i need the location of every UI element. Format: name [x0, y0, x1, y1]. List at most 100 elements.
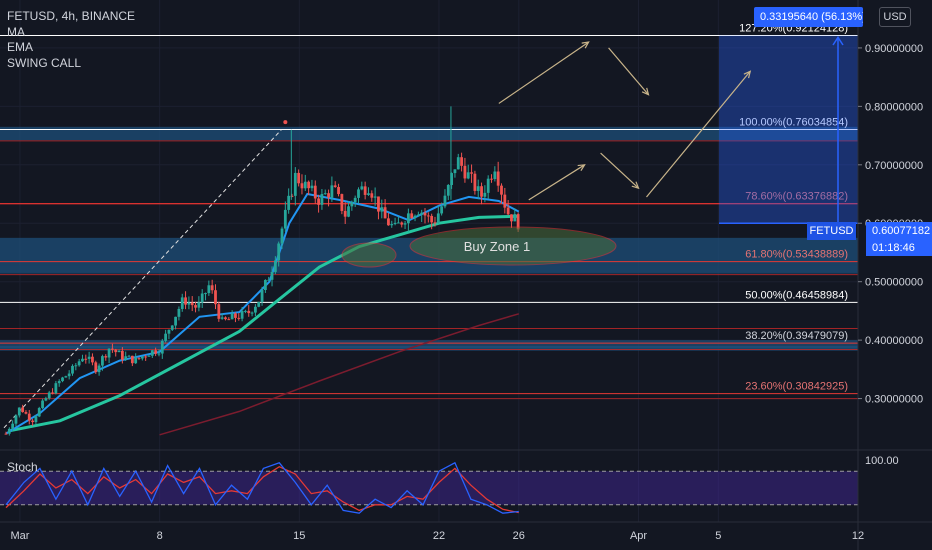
candle-down: [496, 171, 500, 186]
candle-up: [204, 293, 207, 295]
measure-tool: [719, 35, 858, 224]
candle-up: [367, 193, 370, 195]
candle-up: [220, 317, 224, 319]
candle-up: [160, 340, 164, 354]
candle-down: [194, 305, 197, 308]
candle-down: [21, 407, 25, 413]
candle-up: [64, 376, 68, 378]
candle-up: [486, 178, 490, 193]
candle-up: [397, 222, 400, 224]
candle-up: [207, 285, 211, 294]
candle-down: [290, 195, 294, 197]
candle-up: [303, 181, 307, 189]
candle-up: [380, 207, 384, 212]
candle-up: [157, 353, 161, 355]
indicator-ma[interactable]: MA: [7, 24, 25, 39]
candle-up: [250, 312, 254, 314]
bar-countdown: 01:18:46: [866, 240, 932, 256]
x-tick-label: Mar: [10, 530, 29, 542]
candle-up: [37, 408, 41, 417]
candle-up: [413, 215, 417, 219]
symbol-title[interactable]: FETUSD, 4h, BINANCE: [7, 9, 136, 23]
currency-button[interactable]: USD: [879, 7, 911, 27]
buy-zone-ellipse: [341, 242, 397, 268]
candle-up: [167, 329, 171, 334]
candle-up: [257, 301, 261, 307]
candle-down: [297, 172, 301, 184]
moving-averages: [5, 192, 520, 436]
candle-up: [456, 157, 460, 170]
x-tick-label: 8: [157, 530, 163, 542]
indicator-swing-call[interactable]: SWING CALL: [7, 55, 82, 70]
candle-down: [490, 178, 493, 180]
support-zone: [0, 340, 858, 349]
candle-down: [337, 187, 340, 195]
candle-down: [210, 285, 214, 291]
measure-label: 0.33195640 (56.13%): [754, 7, 863, 27]
candle-down: [307, 181, 311, 189]
candle-down: [300, 183, 304, 189]
candle-down: [104, 356, 108, 358]
y-tick-label: 0.50000000: [865, 277, 923, 289]
x-tick-label: Apr: [630, 530, 647, 542]
candle-down: [214, 290, 217, 305]
trend-lines: [3, 120, 288, 429]
candle-up: [197, 302, 201, 308]
candles: [4, 106, 520, 436]
candle-up: [164, 333, 168, 341]
candle-up: [67, 373, 71, 377]
projection-arrow: [600, 152, 639, 189]
candle-up: [330, 185, 334, 198]
indicator-ema[interactable]: EMA: [7, 40, 34, 54]
candle-up: [270, 271, 274, 280]
buy-zone-ellipse: [409, 226, 617, 266]
candle-up: [7, 428, 11, 434]
candle-down: [237, 317, 241, 319]
candle-down: [31, 420, 34, 423]
candle-up: [320, 193, 324, 205]
candle-up: [323, 193, 327, 195]
candle-up: [124, 356, 128, 360]
candle-up: [180, 297, 184, 309]
candle-up: [170, 325, 174, 330]
candle-down: [500, 185, 503, 195]
candle-up: [273, 260, 277, 272]
buy-zone-label: Buy Zone 1: [464, 239, 531, 254]
stoch-band: [0, 471, 858, 505]
candle-down: [217, 304, 221, 319]
candle-up: [420, 212, 424, 215]
x-tick-label: 26: [513, 530, 525, 542]
candle-down: [94, 362, 98, 373]
candle-up: [244, 310, 247, 312]
projection-arrow: [646, 70, 751, 198]
candle-up: [406, 213, 410, 224]
candle-up: [17, 407, 21, 416]
projection-arrowhead: [743, 70, 752, 79]
candle-up: [357, 189, 360, 198]
candle-down: [506, 207, 510, 215]
y-tick-label: 0.30000000: [865, 394, 923, 406]
candle-down: [423, 212, 427, 216]
candle-down: [190, 302, 194, 306]
candle-up: [14, 415, 18, 424]
candle-down: [433, 222, 437, 224]
x-tick-label: 5: [715, 530, 721, 542]
projection-arrow: [608, 47, 649, 96]
candle-up: [187, 302, 191, 305]
current-price-tag: FETUSD 0.60077182: [807, 222, 932, 240]
candle-up: [436, 213, 440, 223]
projection-arrowhead: [631, 181, 640, 190]
stoch-indicator-label[interactable]: Stoch: [7, 460, 38, 474]
y-tick-label: 0.80000000: [865, 101, 923, 113]
candle-down: [114, 349, 118, 353]
candle-up: [373, 196, 377, 198]
candle-up: [54, 383, 58, 394]
candle-down: [84, 358, 88, 360]
candle-up: [97, 365, 101, 373]
candle-up: [360, 186, 364, 190]
candle-down: [137, 357, 141, 359]
candle-down: [27, 413, 31, 421]
candle-up: [34, 416, 38, 423]
